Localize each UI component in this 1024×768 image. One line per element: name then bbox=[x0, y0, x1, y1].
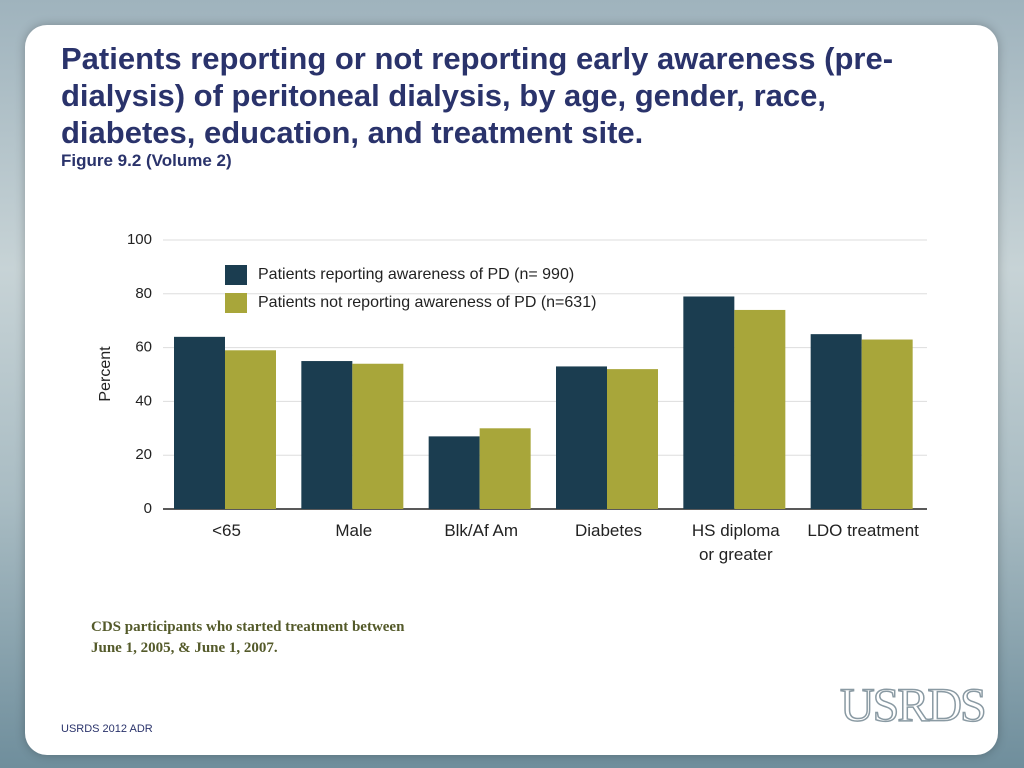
x-tick-label: Diabetes bbox=[574, 521, 643, 540]
x-tick-label: <65 bbox=[212, 521, 241, 540]
bar bbox=[301, 361, 353, 509]
bar bbox=[428, 436, 480, 509]
legend-swatch bbox=[225, 293, 247, 313]
legend-label: Patients not reporting awareness of PD (… bbox=[258, 294, 596, 311]
y-tick-label: 0 bbox=[144, 500, 152, 517]
logo: USRDS bbox=[839, 678, 987, 733]
chart: Percent 0 20 40 60 80 100 Patients reporting a… bbox=[97, 231, 927, 517]
y-tick-label: 100 bbox=[127, 231, 152, 248]
bar bbox=[810, 334, 862, 509]
y-axis-label: Percent bbox=[97, 346, 114, 402]
y-tick-label: 60 bbox=[135, 339, 152, 356]
bar bbox=[174, 336, 225, 509]
y-tick-label: 20 bbox=[135, 446, 152, 463]
bar bbox=[479, 428, 531, 509]
bar bbox=[734, 309, 786, 509]
bar bbox=[352, 363, 404, 509]
bar bbox=[556, 366, 607, 509]
x-tick-label: LDO treatment bbox=[807, 521, 919, 540]
legend-label: Patients reporting awareness of PD (n= 9… bbox=[258, 266, 574, 283]
y-tick-label: 80 bbox=[135, 285, 152, 302]
x-tick-label: Male bbox=[335, 521, 373, 540]
y-tick-label: 40 bbox=[135, 392, 152, 409]
title: Patients reporting or not reporting earl… bbox=[61, 41, 894, 150]
bar bbox=[225, 350, 276, 509]
bar bbox=[607, 369, 658, 509]
subtitle: Figure 9.2 (Volume 2) bbox=[61, 151, 232, 170]
bar bbox=[683, 296, 735, 509]
bar bbox=[861, 339, 913, 509]
footnote: CDS participants who started treatment b… bbox=[91, 619, 405, 656]
x-tick-label: Blk/Af Am bbox=[444, 521, 518, 540]
x-tick-label: HS diploma or greater bbox=[691, 521, 780, 564]
footer: USRDS 2012 ADR bbox=[61, 723, 153, 735]
legend-swatch bbox=[225, 265, 247, 285]
